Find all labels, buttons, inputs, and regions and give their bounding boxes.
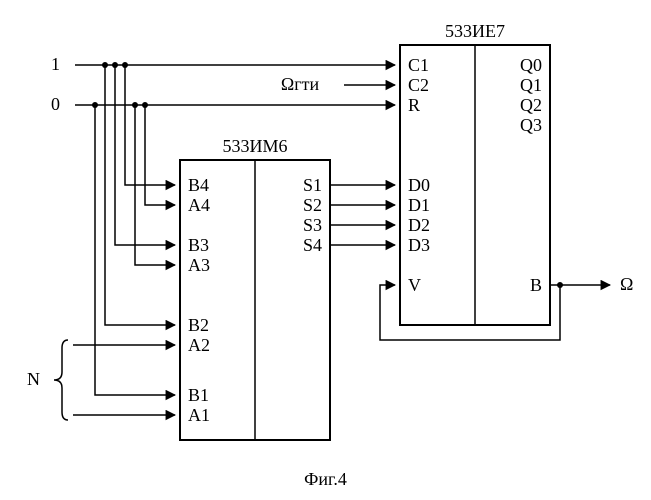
pin-ie7-D3: D3 [408,235,430,255]
figure-label: Фиг.4 [304,469,347,489]
pin-im6-A2: A2 [188,335,210,355]
pin-im6-B4: B4 [188,175,209,195]
pin-ie7-D1: D1 [408,195,430,215]
chip-title-ie7: 533ИЕ7 [445,21,505,41]
pin-ie7-D0: D0 [408,175,430,195]
pin-im6-A3: A3 [188,255,210,275]
pin-ie7-C2: C2 [408,75,429,95]
chip-title-im6: 533ИМ6 [222,136,287,156]
pin-ie7-Q1: Q1 [520,75,542,95]
pin-ie7-R: R [408,95,420,115]
label-one: 1 [51,54,60,74]
label-zero: 0 [51,94,60,114]
label-omega: Ω [620,274,633,294]
pin-im6-A1: A1 [188,405,210,425]
pin-ie7-Q0: Q0 [520,55,542,75]
pin-im6-B3: B3 [188,235,209,255]
pin-ie7-Q2: Q2 [520,95,542,115]
pin-ie7-C1: C1 [408,55,429,75]
pin-im6-A4: A4 [188,195,210,215]
pin-im6-B2: B2 [188,315,209,335]
pin-ie7-Q3: Q3 [520,115,542,135]
pin-im6-S4: S4 [303,235,322,255]
pin-im6-S3: S3 [303,215,322,235]
pin-im6-S2: S2 [303,195,322,215]
label-N: N [27,369,40,389]
pin-ie7-B: B [530,275,542,295]
pin-ie7-D2: D2 [408,215,430,235]
pin-im6-S1: S1 [303,175,322,195]
pin-ie7-V: V [408,275,421,295]
pin-im6-B1: B1 [188,385,209,405]
label-omega-gti: Ωгти [281,74,320,94]
